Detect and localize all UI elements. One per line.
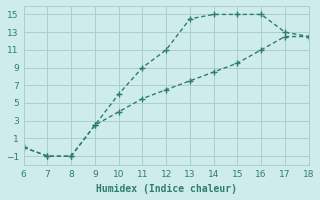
X-axis label: Humidex (Indice chaleur): Humidex (Indice chaleur) [96,184,237,194]
